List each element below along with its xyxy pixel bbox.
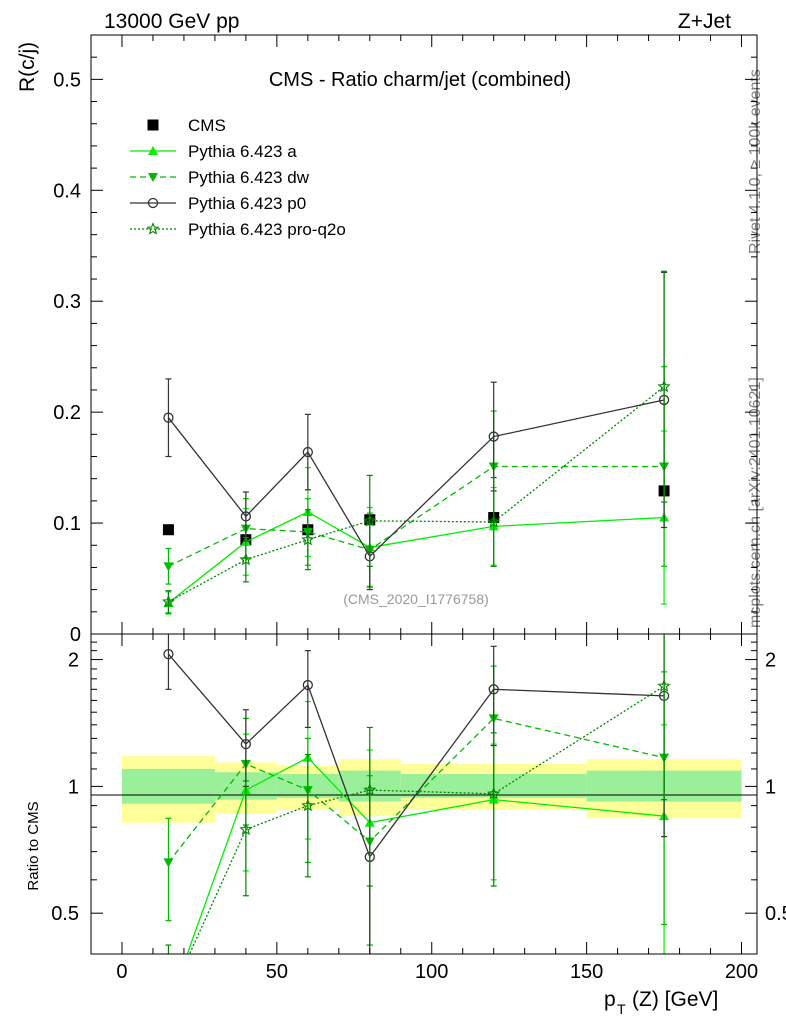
ratio-point [487, 786, 501, 800]
legend-marker [147, 119, 159, 131]
ratio-series-line [188, 685, 665, 954]
legend-entry-pythia-6-423-a: Pythia 6.423 a [130, 142, 297, 161]
ratio-point [302, 679, 313, 691]
main-panel: 0 0.1 0.2 0.3 0.4 0.5 CMS - Ratio charm/jet (… [16, 34, 758, 646]
ratio-panel: 0.50.51122050100150200 Ratio to CMS p T … [25, 633, 786, 1017]
ratio-point [657, 679, 671, 692]
analysis-watermark: (CMS_2020_I1776758) [343, 591, 489, 607]
y-axis-label: R(c/j) [16, 42, 39, 92]
x-axis-label-main: p [604, 988, 616, 1011]
ratio-y-axis-label: Ratio to CMS [25, 801, 42, 890]
x-tick-label: 150 [570, 961, 603, 983]
legend: CMS Pythia 6.423 a Pythia 6.423 dw Pythia 6… [130, 116, 346, 239]
ratio-point [239, 822, 253, 836]
data-point [240, 511, 252, 522]
x-tick-label: 50 [266, 961, 288, 983]
y-tick-label: 0.5 [53, 69, 81, 91]
data-point [657, 379, 671, 393]
data-point [163, 562, 174, 572]
main-axis-ticks: 0 0.1 0.2 0.3 0.4 0.5 [53, 35, 757, 646]
x-axis-label-sub: T [617, 1001, 626, 1017]
series-line [168, 465, 665, 567]
ratio-y-tick-label-right: 0.5 [765, 903, 786, 925]
ratio-y-tick-label-left: 0.5 [51, 903, 79, 925]
y-tick-label: 0 [70, 624, 81, 646]
legend-entry-cms: CMS [147, 116, 226, 135]
ratio-axis-ticks: 0.5 0.5 1 1 2 2 0 50 100 150 200 [51, 634, 786, 983]
ratio-series-pythia-6-423-pro-q2o [165, 634, 671, 954]
ratio-uncertainty-bands [121, 756, 742, 823]
series-pythia-6-423-pro-q2o [161, 270, 671, 614]
x-tick-label: 100 [415, 961, 448, 983]
ratio-point [163, 649, 174, 660]
legend-label: CMS [188, 116, 226, 135]
series-line [167, 399, 665, 558]
legend-label: Pythia 6.423 pro-q2o [188, 220, 346, 239]
series-line [168, 386, 665, 603]
ratio-series-line [167, 653, 665, 859]
legend-label: Pythia 6.423 a [188, 142, 297, 161]
series-pythia-6-423-dw [163, 366, 670, 587]
rivet-label: Rivet 4.1.0, ≥ 100k events [747, 69, 764, 254]
main-data-layer [161, 270, 671, 615]
legend-marker [148, 173, 158, 182]
legend-entry-pythia-6-423-pro-q2o: Pythia 6.423 pro-q2o [130, 220, 346, 239]
uncertainty-band-green [121, 768, 215, 804]
mcplots-label: mcplots.cern.ch [arXiv:2401.10621] [747, 377, 764, 628]
process-label: Z+Jet [678, 10, 731, 33]
legend-marker [147, 197, 159, 209]
data-point [161, 594, 176, 608]
y-tick-label: 0.4 [53, 180, 81, 202]
ratio-y-tick-label-left: 2 [68, 650, 79, 672]
ratio-y-tick-label-right: 2 [765, 650, 776, 672]
legend-label: Pythia 6.423 p0 [188, 194, 306, 213]
series-pythia-6-423-p0 [163, 271, 670, 591]
data-point [162, 524, 174, 536]
data-point [487, 515, 501, 528]
data-point [163, 412, 174, 423]
ratio-y-tick-label-left: 1 [68, 776, 79, 798]
ratio-y-tick-label-right: 1 [765, 776, 776, 798]
data-point [302, 446, 313, 458]
x-tick-label: 0 [116, 961, 127, 983]
series-cms [162, 485, 670, 546]
legend-marker [148, 146, 158, 155]
legend-marker [146, 222, 160, 235]
legend-entry-pythia-6-423-dw: Pythia 6.423 dw [130, 168, 310, 187]
y-tick-label: 0.3 [53, 291, 81, 313]
y-tick-label: 0.2 [53, 402, 81, 424]
data-point [239, 552, 253, 566]
data-point [488, 431, 499, 442]
data-point [301, 532, 315, 546]
ratio-data-layer [163, 634, 671, 954]
x-tick-label: 200 [725, 961, 758, 983]
energy-label: 13000 GeV pp [104, 10, 239, 33]
x-axis-label-rest: (Z) [GeV] [632, 988, 718, 1011]
ratio-frame [90, 633, 758, 955]
ratio-point [240, 738, 252, 750]
ratio-point [163, 858, 174, 868]
series-pythia-6-423-a [163, 430, 670, 615]
ratio-series-line [186, 756, 665, 954]
chart-title: CMS - Ratio charm/jet (combined) [269, 69, 571, 91]
data-point [363, 513, 377, 527]
ratio-point [488, 684, 499, 695]
ratio-point [301, 798, 315, 812]
ratio-series-line [167, 717, 665, 863]
legend-label: Pythia 6.423 dw [188, 168, 310, 187]
y-tick-label: 0.1 [53, 513, 81, 535]
ratio-point [363, 783, 377, 796]
legend-entry-pythia-6-423-p0: Pythia 6.423 p0 [130, 194, 306, 213]
